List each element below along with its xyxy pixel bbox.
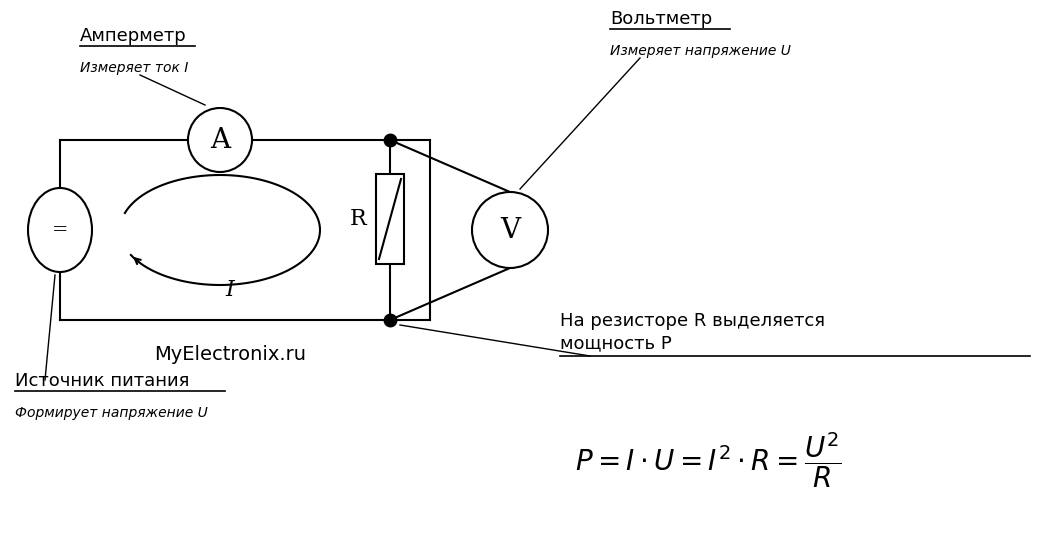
Text: Вольтметр: Вольтметр xyxy=(610,10,712,28)
Text: Амперметр: Амперметр xyxy=(80,27,186,45)
Text: V: V xyxy=(500,217,520,244)
Text: =: = xyxy=(52,221,69,239)
Text: I: I xyxy=(226,279,234,301)
Text: MyElectronix.ru: MyElectronix.ru xyxy=(154,345,306,364)
Text: Измеряет напряжение U: Измеряет напряжение U xyxy=(610,44,791,58)
Text: R: R xyxy=(350,208,366,230)
Bar xyxy=(376,174,404,264)
Circle shape xyxy=(188,108,252,172)
Circle shape xyxy=(472,192,548,268)
Text: мощность P: мощность P xyxy=(560,334,671,352)
Text: На резисторе R выделяется: На резисторе R выделяется xyxy=(560,312,826,330)
Text: A: A xyxy=(210,127,230,153)
Text: Измеряет ток I: Измеряет ток I xyxy=(80,61,188,75)
Text: $P = I \cdot U = I^2 \cdot R = \dfrac{U^2}{R}$: $P = I \cdot U = I^2 \cdot R = \dfrac{U^… xyxy=(575,430,842,490)
Text: Источник питания: Источник питания xyxy=(15,372,189,390)
Text: Формирует напряжение U: Формирует напряжение U xyxy=(15,406,208,420)
Ellipse shape xyxy=(28,188,92,272)
